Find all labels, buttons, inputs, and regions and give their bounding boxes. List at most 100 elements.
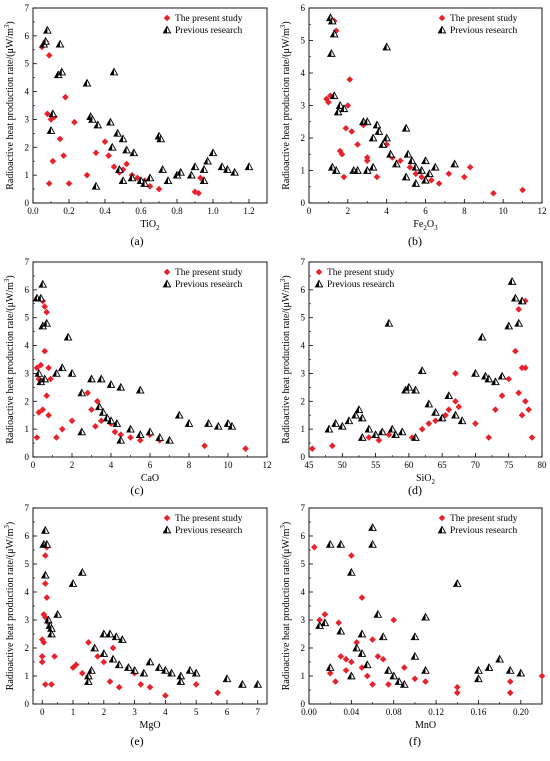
previous-marker-fill	[130, 149, 134, 156]
previous-marker-fill	[54, 71, 59, 78]
previous-research-point	[55, 39, 65, 48]
present-study-point	[60, 152, 67, 159]
previous-research-point	[451, 410, 460, 419]
previous-research-point	[335, 100, 345, 109]
previous-marker-fill	[141, 179, 145, 187]
present-study-point	[337, 653, 345, 660]
previous-research-point	[108, 654, 118, 663]
present-study-point	[385, 431, 393, 439]
legend: The present study Previous research	[162, 514, 243, 536]
previous-marker-fill	[355, 406, 359, 413]
present-study-point	[43, 392, 50, 400]
previous-research-point	[34, 368, 44, 377]
present-study-point	[363, 157, 371, 165]
present-study-point	[53, 434, 60, 441]
previous-marker-fill	[33, 294, 37, 302]
series-present-study	[323, 17, 526, 197]
present-study-point	[92, 423, 99, 430]
previous-marker-fill	[123, 146, 127, 153]
previous-marker-fill	[124, 664, 129, 671]
present-study-point	[33, 434, 41, 441]
previous-research-point	[167, 668, 176, 677]
y-tick-label: 0	[301, 699, 306, 709]
previous-research-point	[88, 114, 97, 123]
previous-research-point	[372, 120, 382, 129]
x-tick-label: 0	[307, 206, 312, 216]
previous-marker-fill	[375, 127, 379, 135]
present-study-point	[321, 611, 329, 618]
previous-research-point	[339, 104, 349, 113]
present-study-point	[137, 681, 145, 688]
present-study-point	[39, 406, 47, 413]
previous-marker-fill	[140, 669, 144, 677]
y-tick-label: 4	[25, 341, 30, 351]
previous-research-point	[417, 366, 427, 374]
previous-marker-fill	[453, 580, 458, 587]
y-tick-label: 7	[25, 257, 30, 267]
previous-marker-fill	[384, 666, 389, 674]
previous-research-point	[407, 156, 417, 165]
previous-marker-fill	[326, 664, 331, 671]
x-tick-label: 50	[338, 460, 348, 470]
previous-research-point	[130, 665, 139, 674]
previous-marker-fill	[379, 633, 384, 640]
y-axis-label: Radioactive heat production rate/(μW/m3)	[279, 522, 292, 691]
previous-research-point	[191, 668, 201, 677]
previous-marker-fill	[117, 383, 121, 391]
series-previous-research	[324, 276, 527, 441]
previous-research-point	[326, 48, 336, 57]
series-previous-research	[32, 279, 237, 444]
previous-marker-fill	[338, 422, 343, 430]
present-study-point	[522, 364, 529, 372]
legend: The present study Previous research	[162, 14, 243, 36]
present-study-point	[528, 434, 536, 441]
previous-marker-fill	[363, 166, 368, 174]
present-study-point	[146, 182, 154, 190]
previous-marker-fill	[43, 319, 47, 327]
series-previous-research	[39, 525, 263, 688]
previous-research-point	[145, 657, 155, 666]
present-study-point	[45, 52, 53, 59]
previous-research-point	[364, 424, 374, 433]
previous-research-point	[424, 399, 434, 408]
y-tick-label: 6	[301, 3, 306, 13]
x-tick-label: 12	[263, 460, 272, 470]
x-tick-label: 1	[71, 707, 76, 717]
present-study-point	[100, 658, 108, 666]
previous-research-point	[377, 427, 387, 436]
y-tick-label: 1	[25, 424, 30, 434]
panel-label: (a)	[130, 234, 143, 248]
previous-research-point	[40, 374, 50, 383]
previous-research-point	[44, 615, 53, 624]
y-tick-label: 3	[301, 615, 306, 625]
previous-research-point	[511, 293, 520, 302]
previous-marker-fill	[118, 636, 123, 643]
previous-research-point	[217, 162, 227, 171]
previous-research-point	[244, 162, 254, 171]
previous-marker-fill	[332, 166, 337, 174]
previous-research-point	[373, 609, 383, 618]
previous-marker-fill	[481, 372, 486, 380]
present-study-point	[348, 128, 356, 135]
previous-marker-fill	[369, 134, 374, 141]
previous-marker-fill	[336, 101, 341, 109]
previous-marker-fill	[425, 400, 429, 407]
previous-research-point	[392, 159, 401, 168]
previous-marker-fill	[383, 134, 387, 141]
previous-research-point	[516, 668, 526, 677]
y-tick-label: 5	[301, 36, 306, 46]
previous-research-point	[117, 635, 127, 643]
panel-label: (e)	[130, 734, 143, 748]
present-study-point	[472, 420, 479, 427]
legend-label-previous: Previous research	[327, 280, 395, 290]
legend-label-present: The present study	[327, 268, 395, 278]
previous-marker-fill	[209, 149, 213, 156]
present-study-point	[43, 308, 50, 316]
previous-research-point	[94, 402, 104, 411]
previous-research-point	[514, 318, 524, 327]
present-study-point	[455, 403, 463, 411]
present-study-point	[41, 347, 48, 355]
present-study-point	[432, 417, 439, 425]
previous-marker-fill	[84, 672, 89, 679]
